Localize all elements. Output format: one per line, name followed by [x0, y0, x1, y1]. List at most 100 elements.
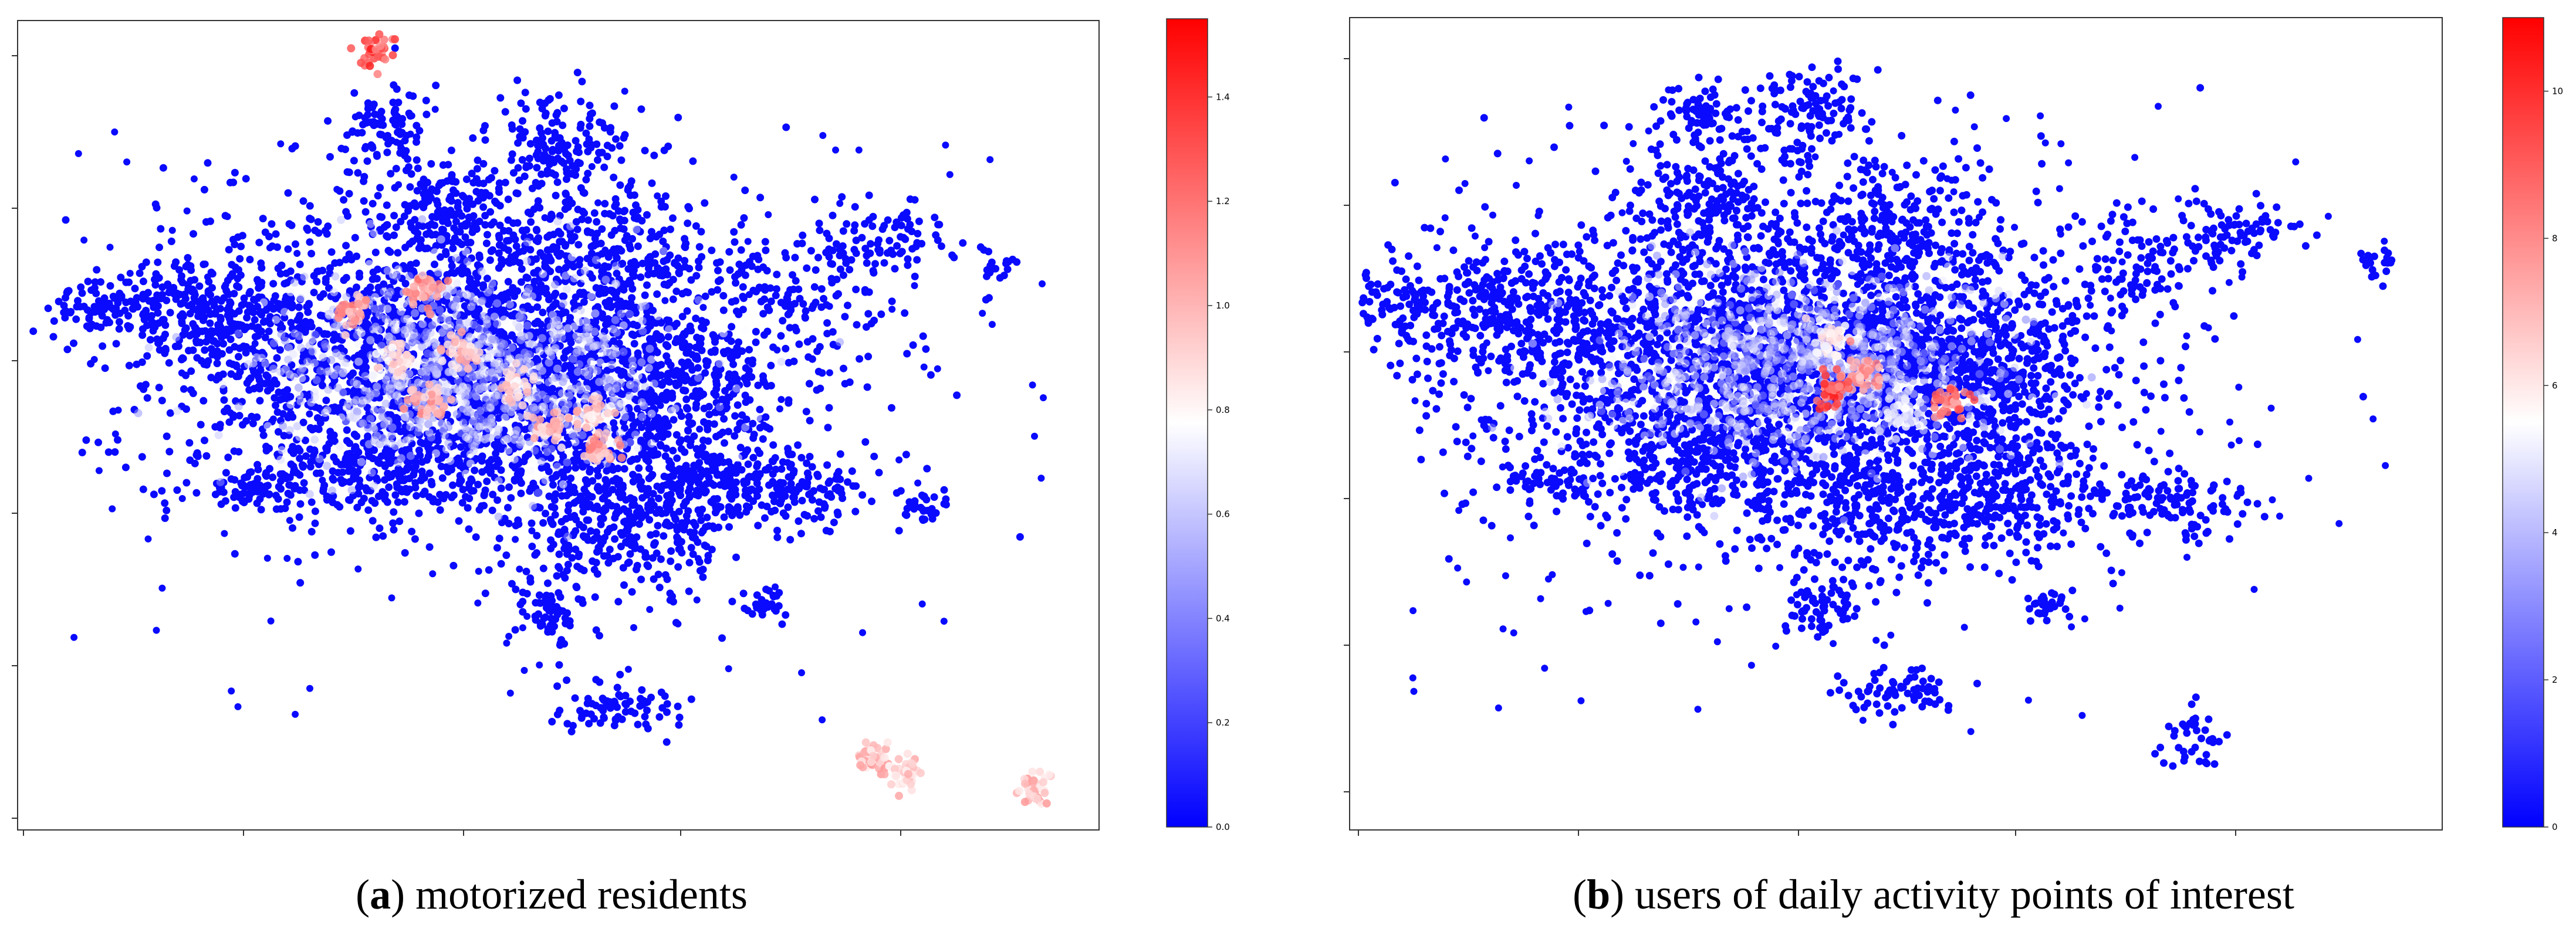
data-point — [151, 276, 158, 283]
data-point — [942, 500, 950, 509]
data-point — [705, 419, 713, 428]
data-point — [737, 246, 745, 254]
data-point — [533, 317, 542, 326]
data-point — [70, 339, 77, 347]
data-point — [519, 117, 526, 125]
data-point — [917, 503, 925, 511]
data-point — [789, 285, 797, 293]
data-point — [496, 94, 505, 102]
data-point — [633, 533, 641, 541]
data-point — [228, 270, 236, 278]
data-point — [867, 320, 875, 328]
data-point — [725, 458, 733, 466]
data-point — [496, 202, 504, 210]
data-point — [485, 566, 493, 574]
data-point — [658, 510, 666, 517]
data-point — [654, 450, 662, 458]
data-point — [305, 301, 313, 309]
data-point — [662, 192, 670, 200]
data-point — [313, 277, 321, 286]
data-point — [448, 262, 456, 270]
data-point — [600, 696, 608, 704]
data-point — [904, 255, 912, 263]
data-point — [674, 254, 682, 262]
data-point — [474, 480, 482, 489]
data-point — [63, 287, 72, 296]
data-point — [637, 438, 645, 446]
data-point — [363, 486, 371, 494]
data-point — [536, 99, 544, 107]
data-point — [449, 211, 457, 219]
data-point — [719, 348, 728, 356]
data-point — [851, 507, 860, 516]
data-point — [948, 251, 956, 259]
data-point — [522, 105, 530, 113]
data-point — [584, 147, 592, 155]
data-point — [759, 435, 767, 443]
data-point — [635, 520, 643, 528]
data-point — [289, 443, 297, 450]
data-point — [508, 331, 516, 339]
data-point — [455, 480, 464, 487]
data-point — [62, 307, 70, 315]
data-point — [590, 209, 599, 217]
data-point — [524, 208, 532, 216]
data-point — [334, 469, 342, 477]
data-point — [785, 396, 793, 404]
data-point — [271, 394, 279, 402]
data-point — [307, 215, 315, 223]
data-point — [767, 382, 775, 389]
data-point — [702, 357, 710, 365]
data-point — [553, 682, 562, 690]
data-point — [332, 294, 340, 303]
data-point — [189, 346, 197, 354]
data-point — [78, 289, 86, 297]
data-point — [390, 212, 398, 220]
data-point — [805, 379, 813, 388]
data-point — [532, 151, 540, 159]
data-point — [627, 707, 635, 716]
data-point — [667, 547, 675, 555]
data-point — [505, 483, 513, 491]
data-point — [285, 220, 293, 228]
data-point — [442, 463, 451, 471]
data-point — [880, 259, 888, 267]
data-point — [396, 130, 404, 138]
data-point — [729, 360, 738, 368]
data-point — [705, 522, 713, 530]
data-point — [213, 360, 221, 368]
data-point — [563, 676, 571, 684]
data-point — [875, 236, 883, 244]
data-point — [832, 292, 840, 300]
data-point — [350, 386, 359, 394]
data-point — [577, 97, 585, 106]
data-point — [225, 246, 233, 254]
data-point — [546, 387, 554, 395]
data-point — [600, 493, 608, 501]
data-point — [637, 513, 645, 521]
data-point — [471, 466, 479, 475]
data-point — [381, 491, 389, 499]
data-point — [846, 266, 854, 274]
data-point — [161, 499, 169, 507]
data-point — [731, 238, 739, 246]
data-point — [138, 325, 147, 333]
data-point — [730, 228, 738, 236]
data-point — [675, 479, 683, 487]
data-point — [797, 453, 806, 462]
data-point — [593, 140, 601, 148]
data-point — [637, 273, 645, 282]
data-point — [307, 498, 316, 506]
data-point — [187, 367, 195, 375]
data-point — [319, 484, 327, 493]
data-point — [593, 548, 601, 556]
data-point — [560, 354, 568, 362]
data-point — [309, 452, 317, 460]
data-point — [719, 292, 728, 300]
data-point — [683, 307, 691, 315]
data-point — [231, 343, 239, 351]
data-point — [986, 262, 995, 270]
data-point — [606, 297, 614, 304]
data-point — [519, 247, 528, 255]
data-point — [125, 361, 133, 370]
